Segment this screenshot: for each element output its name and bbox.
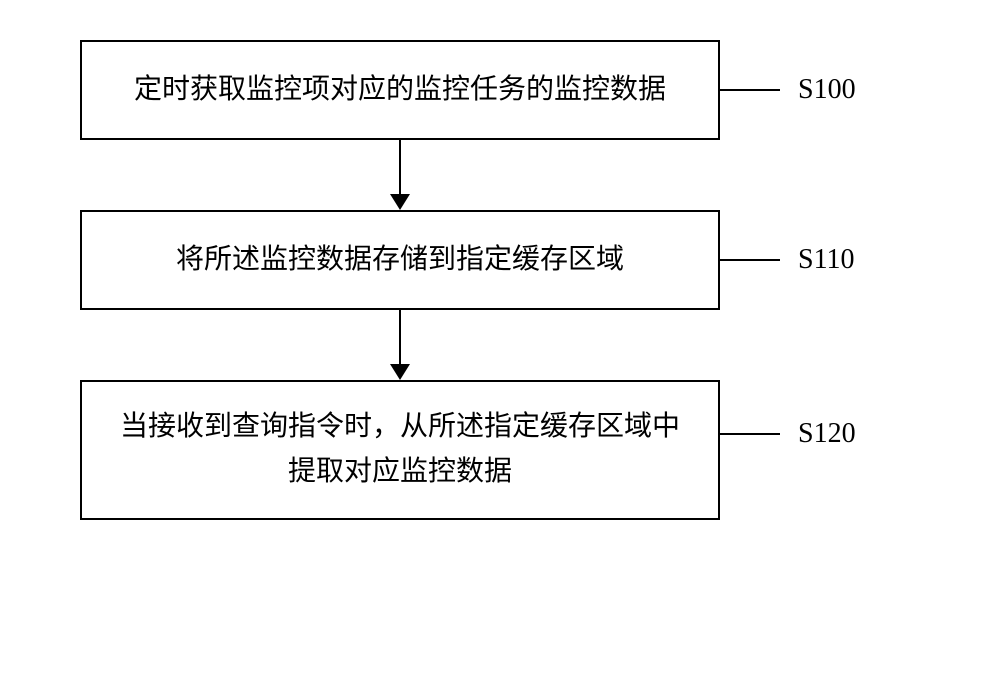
arrow-down-1 — [80, 140, 720, 210]
flow-box-s110: 将所述监控数据存储到指定缓存区域 — [80, 210, 720, 310]
flowchart-container: 定时获取监控项对应的监控任务的监控数据 S100 将所述监控数据存储到指定缓存区… — [80, 40, 920, 520]
arrow-head-icon — [390, 364, 410, 380]
arrow-head-icon — [390, 194, 410, 210]
flow-box-text: 定时获取监控项对应的监控任务的监控数据 — [134, 68, 666, 113]
step-row-2: 将所述监控数据存储到指定缓存区域 S110 — [80, 210, 920, 310]
flow-box-s120: 当接收到查询指令时，从所述指定缓存区域中提取对应监控数据 — [80, 380, 720, 520]
connector-line — [720, 259, 780, 261]
connector-line — [720, 433, 780, 435]
step-row-1: 定时获取监控项对应的监控任务的监控数据 S100 — [80, 40, 920, 140]
step-label-s120: S120 — [798, 418, 856, 450]
connector-line — [720, 89, 780, 91]
step-row-3: 当接收到查询指令时，从所述指定缓存区域中提取对应监控数据 S120 — [80, 380, 920, 520]
arrow-shaft — [399, 310, 401, 364]
arrow-shaft — [399, 140, 401, 194]
step-label-s100: S100 — [798, 74, 856, 106]
step-label-s110: S110 — [798, 244, 855, 276]
flow-box-text: 当接收到查询指令时，从所述指定缓存区域中提取对应监控数据 — [112, 405, 688, 495]
arrow-down-2 — [80, 310, 720, 380]
flow-box-s100: 定时获取监控项对应的监控任务的监控数据 — [80, 40, 720, 140]
flow-box-text: 将所述监控数据存储到指定缓存区域 — [176, 238, 624, 283]
